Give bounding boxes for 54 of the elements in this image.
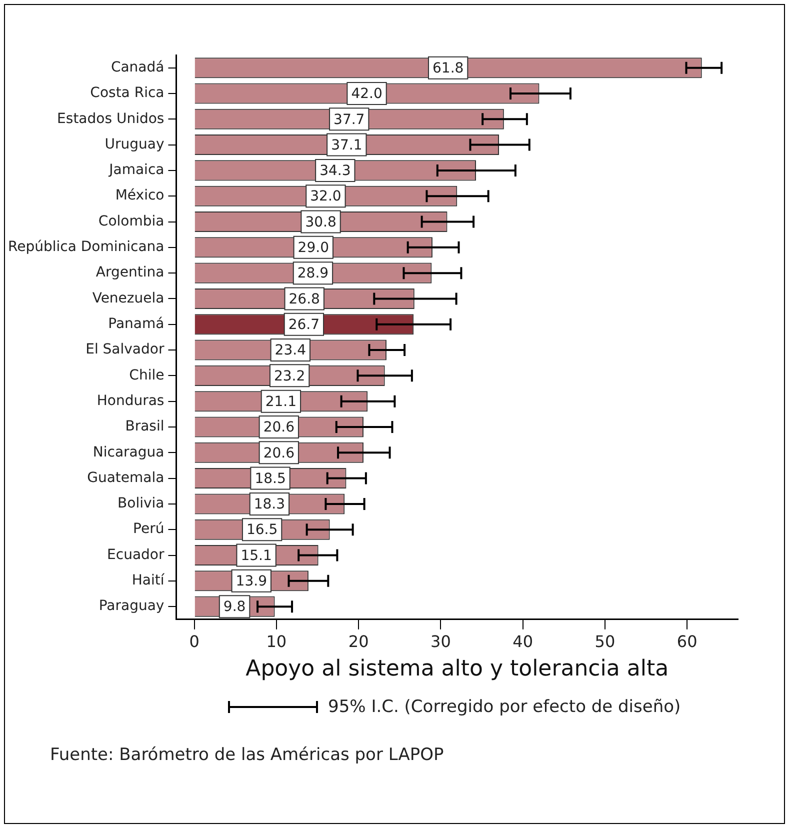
y-tick-label: Argentina	[96, 264, 164, 281]
data-label: 18.5	[254, 470, 286, 487]
data-label: 20.6	[263, 445, 295, 462]
data-label: 20.6	[263, 420, 295, 436]
data-label: 15.1	[240, 548, 272, 564]
y-tick-label: Uruguay	[104, 136, 164, 152]
source-note: Fuente: Barómetro de las Américas por LAPOP	[50, 745, 444, 765]
y-tick-label: Ecuador	[107, 546, 164, 563]
y-tick-label: Paraguay	[98, 598, 164, 614]
x-tick-label: 50	[594, 632, 616, 652]
x-axis-title: Apoyo al sistema alto y tolerancia alta	[246, 656, 669, 682]
y-tick-label: Jamaica	[108, 162, 164, 178]
data-label: 30.8	[305, 214, 336, 230]
y-tick-label: El Salvador	[86, 342, 164, 358]
y-tick-label: Chile	[129, 367, 164, 384]
y-tick-label: Estados Unidos	[57, 110, 164, 127]
data-label: 29.0	[298, 240, 329, 256]
data-label: 42.0	[351, 86, 382, 102]
data-label: 26.8	[288, 291, 320, 308]
y-tick-label: Panamá	[108, 316, 164, 332]
data-label: 34.3	[320, 163, 351, 180]
y-tick-label: Perú	[133, 521, 164, 538]
data-label: 21.1	[265, 394, 297, 410]
data-label: 37.1	[331, 137, 362, 154]
text: 95% I.C. (Corregido por efecto de diseño)	[328, 697, 681, 717]
data-label: 18.3	[254, 496, 286, 513]
y-tick-label: Canadá	[110, 59, 164, 76]
y-tick-label: Costa Rica	[90, 85, 164, 102]
data-label: 9.8	[223, 599, 246, 616]
y-tick-label: Nicaragua	[92, 444, 164, 460]
data-label: 28.9	[297, 266, 329, 282]
x-tick-label: 20	[348, 632, 369, 652]
x-tick-label: 30	[430, 632, 451, 652]
data-label: 16.5	[246, 522, 278, 538]
data-label: 37.7	[334, 112, 365, 128]
y-tick-label: México	[115, 188, 164, 204]
data-label: 23.2	[274, 368, 306, 384]
data-label: 61.8	[432, 60, 464, 76]
data-label: 13.9	[236, 574, 267, 590]
y-tick-label: Haití	[132, 572, 166, 589]
data-label: 23.4	[274, 342, 306, 359]
y-tick-label: Honduras	[96, 392, 164, 409]
y-tick-label: República Dominicana	[8, 239, 164, 256]
y-tick-label: Venezuela	[92, 290, 164, 306]
y-tick-label: Colombia	[98, 213, 164, 230]
data-label: 32.0	[310, 188, 342, 205]
y-tick-label: Bolivia	[118, 496, 164, 512]
y-tick-label: Guatemala	[87, 470, 164, 486]
x-tick-label: 0	[189, 632, 200, 652]
x-tick-label: 60	[676, 632, 698, 652]
data-label: 26.7	[288, 317, 320, 334]
y-tick-label: Brasil	[125, 418, 164, 435]
x-tick-label: 10	[266, 632, 287, 652]
x-tick-label: 40	[512, 632, 533, 652]
